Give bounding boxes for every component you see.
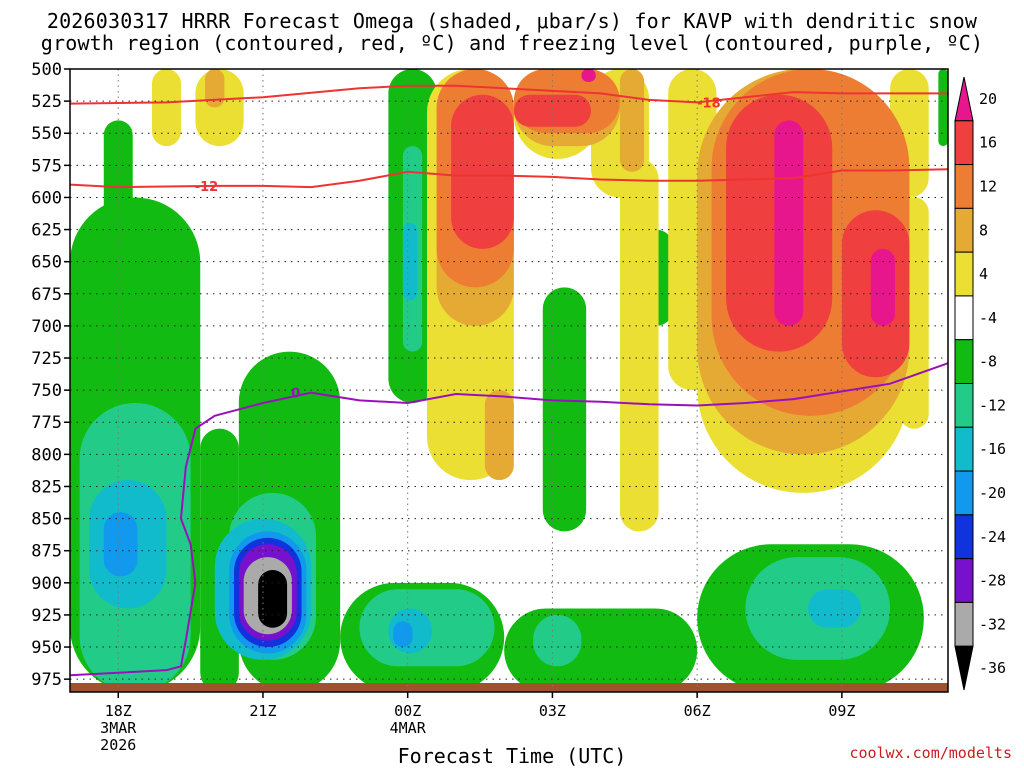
ground-strip [70, 683, 948, 692]
isotherm-line [69, 84, 948, 105]
x-tick-label: 21Z [249, 702, 276, 720]
colorbar-swatch [954, 601, 974, 647]
credit-link[interactable]: coolwx.com/modelts [849, 744, 1012, 762]
omega-cell-16 [451, 94, 514, 249]
omega-cell--12 [533, 614, 582, 667]
y-tick-label: 850 [31, 510, 62, 530]
colorbar-label: -24 [979, 528, 1006, 546]
x-tick-label: 18Z [105, 702, 132, 720]
colorbar-label: -4 [979, 309, 997, 327]
colorbar-swatch [954, 383, 974, 428]
colorbar-arrow-top [954, 76, 974, 122]
y-tick-label: 800 [31, 445, 62, 465]
colorbar-swatch [954, 339, 974, 385]
colorbar-label: -28 [979, 572, 1006, 590]
y-tick-label: 775 [31, 413, 62, 433]
omega-cell--36 [258, 569, 288, 628]
colorbar-label: 16 [979, 134, 997, 152]
y-tick-label: 650 [31, 253, 62, 273]
y-tick-label: 900 [31, 574, 62, 594]
x-tick-label: 06Z [684, 702, 711, 720]
isotherm-line [69, 362, 949, 677]
colorbar-swatch [954, 426, 974, 472]
omega-cell--16 [402, 223, 418, 301]
colorbar-label: -36 [979, 659, 1006, 677]
colorbar: 20 16 12 8 4 -4 -8 -12 -16 -20 -24 -28 -32 -36 [954, 76, 1006, 691]
colorbar-label: 8 [979, 221, 988, 239]
chart-title-line-1: 2026030317 HRRR Forecast Omega (shaded, … [46, 9, 978, 33]
isotherm-label: -18 [697, 96, 721, 111]
omega-cell--20 [393, 621, 413, 648]
omega-field [70, 69, 948, 692]
y-tick-label: 975 [31, 670, 62, 690]
y-tick-label: 825 [31, 477, 62, 497]
colorbar-label: 20 [979, 90, 997, 108]
colorbar-label: -16 [979, 440, 1006, 458]
omega-cell-16 [513, 94, 592, 127]
colorbar-swatch [954, 514, 974, 560]
colorbar-swatch [954, 207, 974, 253]
y-tick-label: 575 [31, 156, 62, 176]
y-tick-label: 525 [31, 92, 62, 112]
y-tick-label: 600 [31, 188, 62, 208]
x-tick-label: 4MAR [390, 719, 427, 737]
omega-cell-20 [774, 120, 804, 326]
colorbar-swatch [954, 558, 974, 603]
colorbar-label: -20 [979, 484, 1006, 502]
colorbar-label: 4 [979, 265, 988, 283]
y-tick-label: 675 [31, 285, 62, 305]
x-tick-label: 3MAR [100, 719, 137, 737]
colorbar-label: 12 [979, 177, 997, 195]
x-tick-label: 2026 [100, 736, 136, 754]
omega-cell-4 [619, 158, 659, 532]
y-tick-label: 925 [31, 606, 62, 626]
omega-cell-4 [152, 69, 181, 147]
y-tick-label: 750 [31, 381, 62, 401]
colorbar-label: -8 [979, 353, 997, 371]
y-tick-label: 875 [31, 542, 62, 562]
omega-cell-8 [484, 390, 514, 481]
colorbar-label: -32 [979, 615, 1006, 633]
plot-frame [69, 68, 949, 693]
y-tick-label: 725 [31, 349, 62, 369]
isotherm-line [69, 168, 949, 189]
colorbar-swatch [954, 295, 974, 341]
isotherm-label: 0 [291, 387, 300, 402]
y-tick-label: 500 [31, 60, 62, 80]
omega-cell--16 [808, 589, 862, 628]
x-axis-label: Forecast Time (UTC) [397, 744, 627, 768]
omega-cell-20 [870, 248, 895, 326]
x-tick-label: 00Z [394, 702, 421, 720]
x-tick-label: 03Z [539, 702, 566, 720]
omega-cell--8 [103, 120, 133, 224]
omega-cell--20 [103, 512, 138, 577]
colorbar-swatch [954, 470, 974, 516]
y-tick-label: 950 [31, 638, 62, 658]
omega-cell-8 [205, 69, 225, 108]
omega-cell-8 [619, 69, 645, 172]
chart-title-line-2: growth region (contoured, red, ºC) and f… [40, 31, 984, 55]
y-tick-label: 625 [31, 221, 62, 241]
colorbar-arrow-bottom [954, 645, 974, 691]
colorbar-swatch [954, 120, 974, 166]
y-tick-label: 700 [31, 317, 62, 337]
omega-cell--8 [938, 69, 948, 147]
colorbar-swatch [954, 251, 974, 297]
colorbar-label: -12 [979, 396, 1006, 414]
y-tick-label: 550 [31, 124, 62, 144]
omega-cell--8 [542, 287, 587, 532]
isotherm-label: -12 [195, 180, 219, 195]
omega-cell-20 [581, 69, 596, 82]
colorbar-swatch [954, 164, 974, 209]
x-tick-label: 09Z [828, 702, 855, 720]
